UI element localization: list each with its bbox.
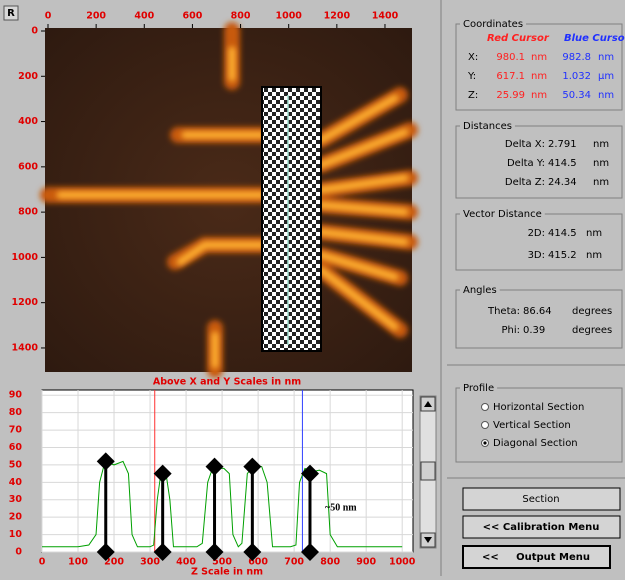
value: 86.64 [523,306,552,317]
radio-label: Diagonal Section [493,438,578,449]
annotation: ~50 nm [325,502,357,513]
x-tick-label: 0 [39,557,46,568]
label: Delta Y: [507,158,545,169]
x-tick-label: 200 [86,11,106,22]
page: R 02004006008001000120014000200400600800… [0,0,625,576]
axis-label: Z: [468,90,478,101]
header: Blue Cursor [564,33,625,44]
radio[interactable] [482,422,489,429]
label: Delta Z: [505,177,545,188]
x-axis-label: Z Scale in nm [191,567,263,577]
button-label: << Output Menu [482,552,590,563]
x-tick-label: 1000 [275,11,302,22]
scroll-thumb[interactable] [421,462,435,480]
red-value: 25.99 [496,90,525,101]
unit: nm [593,158,609,169]
selection-box[interactable] [262,87,321,351]
axis-label: Y: [467,71,476,82]
red-value: 617.1 [496,71,525,82]
x-tick-label: 1000 [389,557,416,568]
y-tick-label: 0 [31,26,38,37]
group-title: Angles [463,285,497,296]
axis-label: X: [468,52,478,63]
y-tick-label: 1200 [12,297,39,308]
screen: R 02004006008001000120014000200400600800… [0,0,625,576]
unit: nm [586,250,602,261]
group-title: Vector Distance [463,209,542,220]
y-tick-label: 0 [15,547,22,558]
unit: nm [593,139,609,150]
x-tick-label: 400 [176,557,196,568]
button-label: << Calibration Menu [483,522,600,533]
group-title: Profile [463,383,494,394]
unit: nm [598,52,614,63]
header: Red Cursor [487,33,550,44]
blue-value: 1.032 [562,71,591,82]
x-tick-label: 800 [231,11,251,22]
profile-plot [42,390,413,552]
y-tick-label: 60 [9,442,23,453]
label: Phi: [501,325,520,336]
group-title: Distances [463,121,512,132]
unit: degrees [572,325,612,336]
radio-label: Vertical Section [493,420,571,431]
radio-label: Horizontal Section [493,402,584,413]
y-tick-label: 600 [18,161,38,172]
unit: nm [531,90,547,101]
y-tick-label: 1000 [12,252,39,263]
y-tick-label: 70 [9,425,23,436]
value: 414.5 [548,158,577,169]
x-tick-label: 300 [140,557,160,568]
x-tick-label: 400 [134,11,154,22]
label: Delta X: [505,139,545,150]
unit: nm [598,90,614,101]
label: 3D: [528,250,545,261]
x-tick-label: 700 [284,557,304,568]
blue-value: 50.34 [562,90,591,101]
unit: nm [531,71,547,82]
x-tick-label: 0 [45,11,52,22]
value: 24.34 [548,177,577,188]
button-label: Section [522,494,559,505]
chart-title: Above X and Y Scales in nm [153,377,301,388]
buttons: Section << Calibration Menu << Output Me… [463,488,620,568]
y-tick-label: 40 [9,477,23,488]
radio-dot [483,441,486,444]
red-value: 980.1 [496,52,525,63]
radio[interactable] [482,404,489,411]
y-tick-label: 400 [18,116,38,127]
y-tick-label: 30 [9,494,23,505]
unit: nm [593,177,609,188]
value: 414.5 [548,228,577,239]
label: Theta: [487,306,520,317]
label: 2D: [528,228,545,239]
x-tick-label: 800 [320,557,340,568]
unit: nm [531,52,547,63]
x-tick-label: 600 [182,11,202,22]
y-tick-label: 200 [18,71,38,82]
blue-value: 982.8 [562,52,591,63]
x-tick-label: 100 [68,557,88,568]
value: 2.791 [548,139,577,150]
y-tick-label: 1400 [12,342,39,353]
y-tick-label: 80 [9,407,23,418]
unit: µm [598,71,614,82]
unit: degrees [572,306,612,317]
x-tick-label: 900 [356,557,376,568]
x-tick-label: 1200 [324,11,351,22]
y-tick-label: 20 [9,512,23,523]
value: 0.39 [523,325,545,336]
y-tick-label: 10 [9,529,23,540]
y-tick-label: 800 [18,207,38,218]
x-tick-label: 1400 [372,11,399,22]
group-title: Coordinates [463,19,523,30]
y-tick-label: 50 [9,459,23,470]
y-tick-label: 90 [9,390,23,401]
r-button-label: R [7,8,15,19]
unit: nm [586,228,602,239]
value: 415.2 [548,250,577,261]
